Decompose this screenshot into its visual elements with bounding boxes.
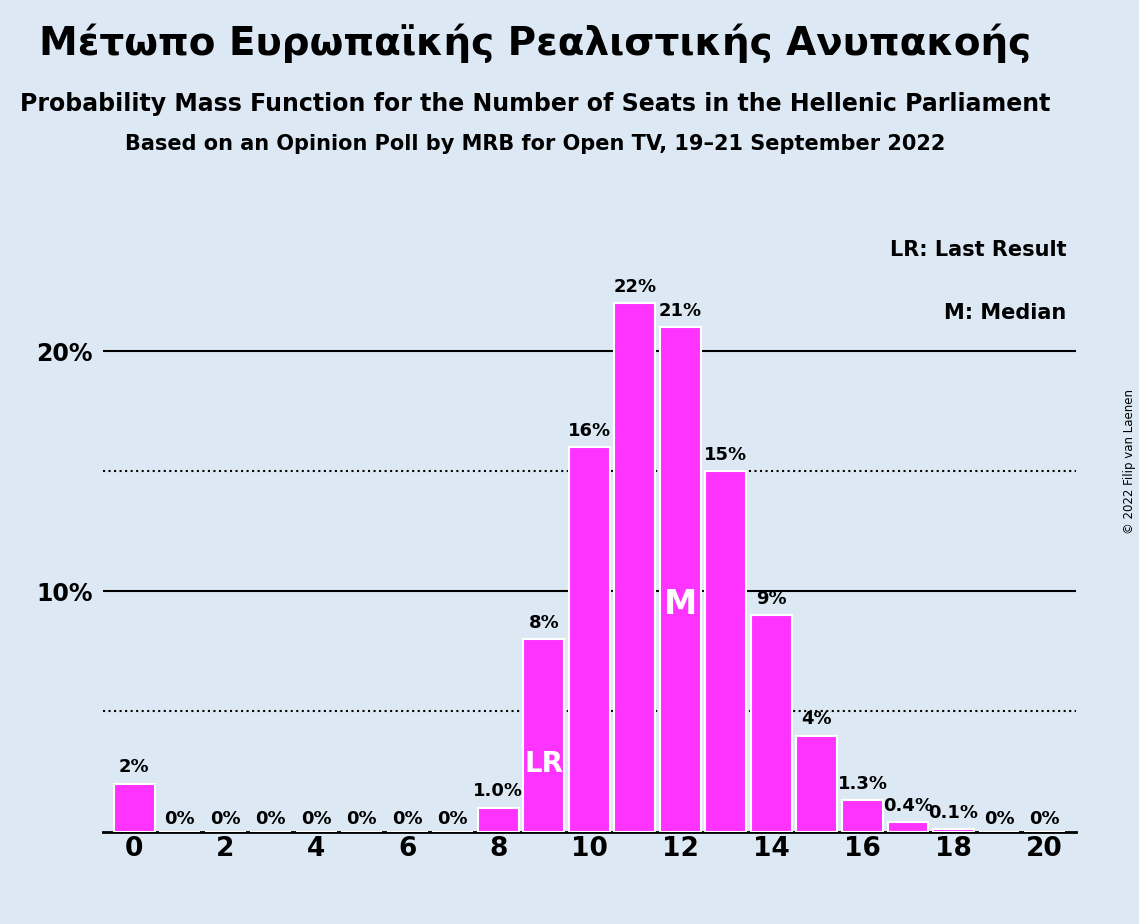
Text: 9%: 9% [756, 590, 787, 608]
Text: 0.4%: 0.4% [883, 796, 933, 815]
Text: M: M [664, 588, 697, 621]
Bar [796, 736, 837, 832]
Bar [478, 808, 519, 832]
Text: Based on an Opinion Poll by MRB for Open TV, 19–21 September 2022: Based on an Opinion Poll by MRB for Open… [125, 134, 945, 154]
Bar [114, 784, 155, 832]
Bar [659, 327, 700, 832]
Text: 0%: 0% [210, 810, 240, 828]
Text: 0%: 0% [301, 810, 331, 828]
Text: 0%: 0% [346, 810, 377, 828]
Text: LR: Last Result: LR: Last Result [890, 240, 1066, 260]
Text: © 2022 Filip van Laenen: © 2022 Filip van Laenen [1123, 390, 1137, 534]
Bar [751, 615, 792, 832]
Text: 2%: 2% [120, 759, 149, 776]
Text: LR: LR [524, 750, 564, 778]
Text: 4%: 4% [802, 711, 833, 728]
Bar [887, 822, 928, 832]
Text: 21%: 21% [658, 302, 702, 320]
Text: 1.0%: 1.0% [474, 783, 524, 800]
Text: Μέτωπο Ευρωπαϊκής Ρεαλιστικής Ανυπακοής: Μέτωπο Ευρωπαϊκής Ρεαλιστικής Ανυπακοής [39, 23, 1032, 63]
Bar [614, 303, 655, 832]
Text: M: Median: M: Median [944, 303, 1066, 323]
Text: 16%: 16% [568, 422, 611, 440]
Text: 0%: 0% [1030, 810, 1059, 828]
Text: 0%: 0% [984, 810, 1015, 828]
Text: 0%: 0% [437, 810, 468, 828]
Bar [933, 829, 974, 832]
Bar [570, 447, 609, 832]
Bar [705, 471, 746, 832]
Text: 0%: 0% [255, 810, 286, 828]
Text: 0%: 0% [392, 810, 423, 828]
Text: 0%: 0% [164, 810, 195, 828]
Text: 1.3%: 1.3% [837, 775, 887, 793]
Bar [842, 800, 883, 832]
Text: Probability Mass Function for the Number of Seats in the Hellenic Parliament: Probability Mass Function for the Number… [21, 92, 1050, 116]
Text: 15%: 15% [704, 446, 747, 464]
Text: 0.1%: 0.1% [928, 804, 978, 822]
Text: 8%: 8% [528, 614, 559, 632]
Bar [524, 639, 565, 832]
Text: 22%: 22% [614, 278, 656, 296]
